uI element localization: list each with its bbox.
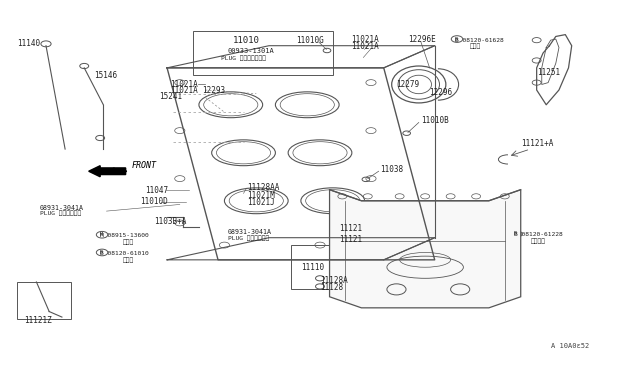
Text: （４）: （４） bbox=[122, 257, 134, 263]
Text: FRONT: FRONT bbox=[132, 161, 157, 170]
Text: 11251: 11251 bbox=[537, 68, 560, 77]
Text: 11047: 11047 bbox=[145, 186, 168, 195]
Text: （４）: （４） bbox=[470, 44, 481, 49]
Text: 11010B: 11010B bbox=[420, 116, 449, 125]
Text: B 08120-61628: B 08120-61628 bbox=[455, 38, 504, 43]
Polygon shape bbox=[330, 190, 521, 308]
Text: B: B bbox=[513, 231, 516, 237]
Text: 11110: 11110 bbox=[301, 263, 324, 272]
Text: 11010D: 11010D bbox=[140, 197, 168, 206]
Text: 11010: 11010 bbox=[234, 36, 260, 45]
Text: B 08120-61010: B 08120-61010 bbox=[100, 251, 149, 256]
Text: 11128: 11128 bbox=[320, 283, 343, 292]
Text: M 08915-13600: M 08915-13600 bbox=[100, 233, 149, 238]
Text: 11021A: 11021A bbox=[351, 35, 379, 44]
Text: 12279: 12279 bbox=[396, 80, 420, 89]
Text: PLUG プラグ（１）: PLUG プラグ（１） bbox=[40, 211, 81, 217]
Text: 12296E: 12296E bbox=[408, 35, 436, 44]
Text: B 08120-61228: B 08120-61228 bbox=[515, 232, 563, 237]
Text: 11128A: 11128A bbox=[320, 276, 348, 285]
Bar bbox=[17, 282, 72, 319]
Text: （１９）: （１９） bbox=[531, 238, 545, 244]
Text: 11121+A: 11121+A bbox=[521, 139, 553, 148]
Text: 11021A: 11021A bbox=[170, 80, 198, 89]
FancyArrow shape bbox=[89, 166, 125, 177]
Text: 11121Z: 11121Z bbox=[24, 316, 51, 325]
Text: M: M bbox=[99, 232, 102, 237]
Text: 11021M: 11021M bbox=[246, 191, 275, 200]
Text: 11021A: 11021A bbox=[170, 86, 198, 95]
Bar bbox=[193, 31, 333, 75]
Text: 15146: 15146 bbox=[94, 71, 117, 80]
Text: 12293: 12293 bbox=[202, 86, 225, 95]
Text: B: B bbox=[454, 36, 457, 42]
Text: 08931-3041A: 08931-3041A bbox=[40, 205, 84, 211]
Text: 11021A: 11021A bbox=[351, 42, 379, 51]
Text: 11021J: 11021J bbox=[246, 198, 275, 207]
Text: 11010G: 11010G bbox=[296, 36, 324, 45]
Bar bbox=[291, 245, 346, 289]
Text: 00933-1301A: 00933-1301A bbox=[228, 48, 275, 54]
Text: 1103B+A: 1103B+A bbox=[154, 217, 187, 225]
Text: 12296: 12296 bbox=[429, 89, 452, 97]
Text: PLUG プラグ（１）: PLUG プラグ（１） bbox=[228, 235, 269, 241]
Text: 15241: 15241 bbox=[159, 92, 182, 101]
Text: PLUG プラグ（１２）: PLUG プラグ（１２） bbox=[221, 56, 266, 61]
Text: B: B bbox=[99, 250, 102, 255]
Text: 08931-3041A: 08931-3041A bbox=[228, 229, 271, 235]
Text: 11140: 11140 bbox=[17, 39, 40, 48]
Text: （４）: （４） bbox=[122, 239, 134, 245]
Text: 11121: 11121 bbox=[339, 224, 362, 233]
Text: 11128AA: 11128AA bbox=[246, 183, 279, 192]
Text: 11121: 11121 bbox=[339, 235, 362, 244]
Text: A 10A0ε52: A 10A0ε52 bbox=[550, 343, 589, 349]
Text: 11038: 11038 bbox=[381, 165, 404, 174]
